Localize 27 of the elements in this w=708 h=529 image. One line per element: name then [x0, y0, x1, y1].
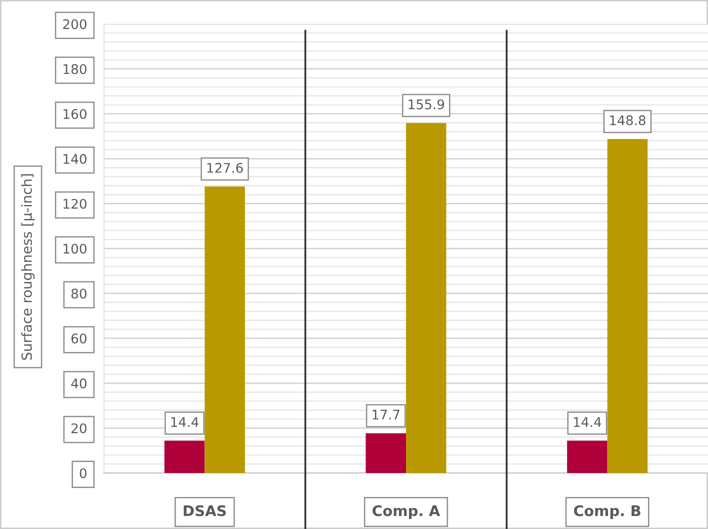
data-label: 148.8: [610, 115, 646, 126]
bar: [567, 440, 608, 473]
x-tick-label: DSAS: [184, 505, 226, 516]
y-tick-label: 200: [63, 19, 86, 30]
y-tick-label: 60: [71, 334, 86, 344]
y-tick-label: 140: [64, 154, 86, 164]
data-label: 14.4: [171, 417, 198, 427]
x-tick-label: Comp. A: [372, 505, 440, 520]
y-tick-label: 20: [72, 423, 86, 434]
bar: [607, 138, 648, 473]
x-tick-label: Comp. B: [574, 505, 640, 520]
y-tick-label: 0: [80, 468, 86, 478]
y-tick-label: 100: [64, 244, 86, 254]
y-tick-label: 180: [64, 64, 86, 74]
bar: [164, 440, 205, 473]
data-label: 17.7: [372, 410, 400, 420]
y-tick-label: 120: [64, 198, 86, 209]
data-label: 14.4: [574, 417, 602, 427]
bar: [366, 433, 406, 473]
data-label: 155.9: [408, 99, 444, 110]
data-label: 127.6: [207, 162, 243, 173]
bar: [406, 123, 446, 473]
bar: [204, 186, 245, 473]
y-tick-label: 40: [71, 378, 86, 388]
y-tick-label: 80: [71, 288, 86, 299]
y-tick-label: 160: [64, 109, 86, 119]
y-axis-title: Surface roughness [µ-inch]: [21, 174, 35, 360]
